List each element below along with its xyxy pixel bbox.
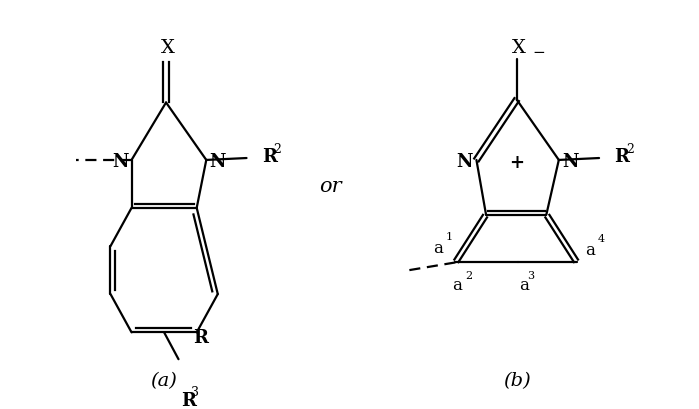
- Text: N: N: [563, 153, 579, 171]
- Text: 2: 2: [273, 143, 281, 155]
- Text: R: R: [181, 391, 196, 409]
- Text: R: R: [614, 148, 629, 166]
- Text: (b): (b): [503, 371, 531, 389]
- Text: −: −: [532, 45, 545, 60]
- Text: X: X: [512, 39, 526, 57]
- Text: +: +: [510, 154, 524, 172]
- Text: a: a: [586, 241, 596, 258]
- Text: (a): (a): [150, 371, 177, 389]
- Text: 3: 3: [527, 270, 534, 281]
- Text: 1: 1: [446, 232, 453, 242]
- Text: 2: 2: [626, 143, 634, 155]
- Text: 2: 2: [465, 270, 472, 281]
- Text: N: N: [112, 153, 129, 171]
- Text: 3: 3: [191, 385, 199, 398]
- Text: a: a: [433, 239, 443, 256]
- Text: or: or: [319, 177, 342, 196]
- Text: a: a: [452, 276, 462, 293]
- Text: N: N: [456, 153, 473, 171]
- Text: X: X: [161, 39, 175, 57]
- Text: R: R: [262, 148, 277, 166]
- Text: N: N: [209, 153, 226, 171]
- Text: R: R: [193, 328, 208, 346]
- Text: 4: 4: [598, 234, 605, 244]
- Text: a: a: [519, 276, 529, 293]
